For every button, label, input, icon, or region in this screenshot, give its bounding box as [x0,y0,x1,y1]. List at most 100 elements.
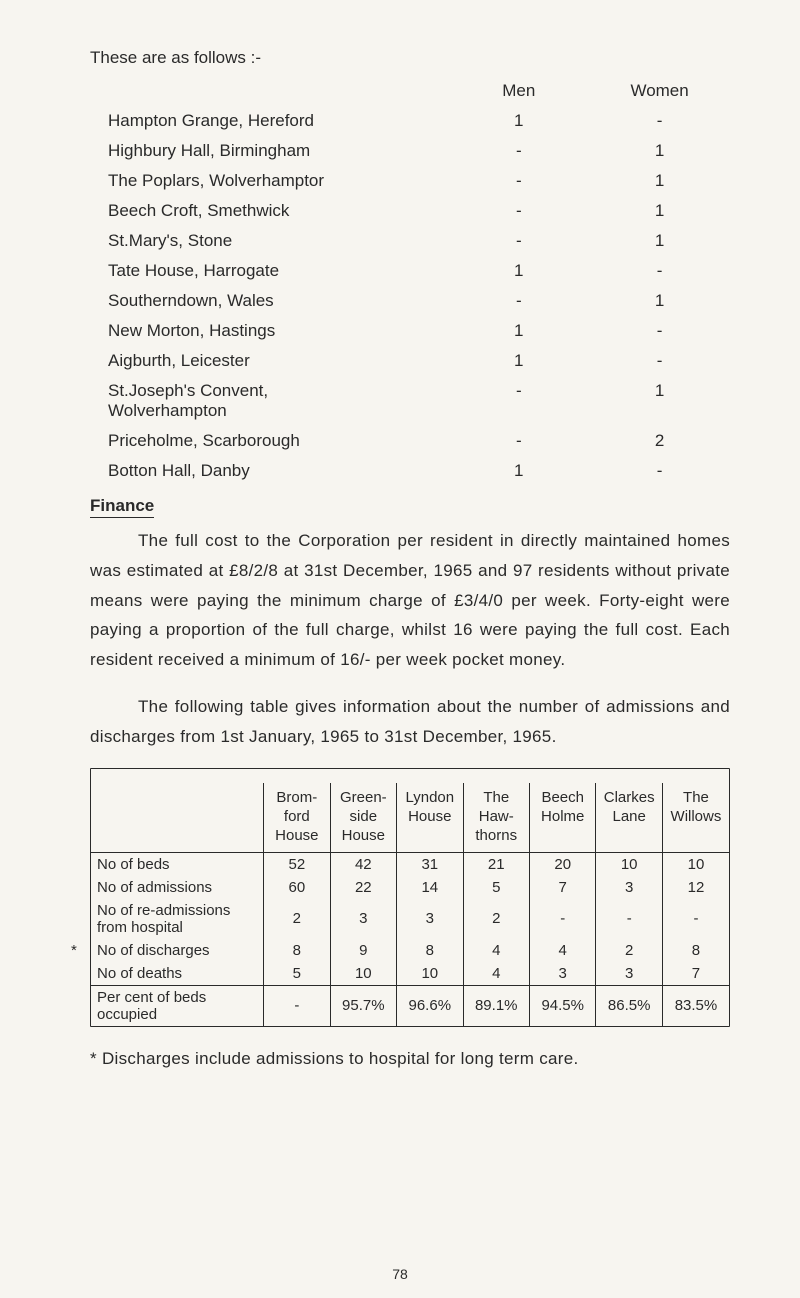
adm-row: No of discharges8984428 [91,939,729,962]
homes-row: St.Joseph's Convent, Wolverhampton-1 [90,376,730,426]
adm-cell: 8 [264,939,330,962]
homes-row: Highbury Hall, Birmingham-1 [90,136,730,166]
home-name: Beech Croft, Smethwick [90,196,448,226]
adm-cell: 10 [397,962,463,986]
homes-row: New Morton, Hastings1- [90,316,730,346]
home-men: 1 [448,106,589,136]
home-name: New Morton, Hastings [90,316,448,346]
home-name: Southerndown, Wales [90,286,448,316]
page-number: 78 [0,1266,800,1282]
adm-cell: 3 [596,962,662,986]
adm-cell: 12 [662,876,729,899]
adm-cell: 2 [264,899,330,939]
adm-col-header: Beech Holme [529,783,595,852]
adm-cell: 7 [662,962,729,986]
adm-cell: 22 [330,876,396,899]
homes-row: Aigburth, Leicester1- [90,346,730,376]
adm-cell: - [662,899,729,939]
home-women: - [589,106,730,136]
adm-col-header: Lyndon House [397,783,463,852]
adm-col-header: Clarkes Lane [596,783,662,852]
adm-cell: 89.1% [463,985,529,1026]
adm-cell: 3 [596,876,662,899]
home-name: St.Joseph's Convent, Wolverhampton [90,376,448,426]
adm-cell: 2 [463,899,529,939]
homes-row: Tate House, Harrogate1- [90,256,730,286]
homes-row: Botton Hall, Danby1- [90,456,730,486]
home-men: - [448,196,589,226]
adm-row-label: No of admissions [91,876,264,899]
home-name: Highbury Hall, Birmingham [90,136,448,166]
home-men: - [448,426,589,456]
home-women: 1 [589,166,730,196]
home-women: 1 [589,196,730,226]
admissions-table-wrap: Brom- ford HouseGreen- side HouseLyndon … [90,768,730,1026]
col-header-women: Women [589,76,730,106]
adm-cell: 3 [330,899,396,939]
adm-row-label: No of deaths [91,962,264,986]
adm-cell: 20 [529,852,595,876]
adm-cell: 86.5% [596,985,662,1026]
adm-cell: 3 [529,962,595,986]
adm-footer-row: Per cent of beds occupied-95.7%96.6%89.1… [91,985,729,1026]
homes-list-table: Men Women Hampton Grange, Hereford1-High… [90,76,730,486]
adm-col-header: The Haw- thorns [463,783,529,852]
home-name: Aigburth, Leicester [90,346,448,376]
home-men: - [448,286,589,316]
adm-row: No of beds52423121201010 [91,852,729,876]
home-men: - [448,376,589,426]
homes-row: Hampton Grange, Hereford1- [90,106,730,136]
home-women: 1 [589,136,730,166]
adm-cell: 8 [397,939,463,962]
home-men: - [448,136,589,166]
adm-cell: 7 [529,876,595,899]
adm-cell: 4 [463,962,529,986]
adm-cell: 5 [264,962,330,986]
homes-row: St.Mary's, Stone-1 [90,226,730,256]
adm-row: No of re-admissions from hospital2332--- [91,899,729,939]
adm-cell: 10 [662,852,729,876]
adm-cell: 3 [397,899,463,939]
adm-cell: 42 [330,852,396,876]
adm-row-label: No of beds [91,852,264,876]
finance-paragraph-2: The following table gives information ab… [90,692,730,752]
home-men: 1 [448,456,589,486]
admissions-table: Brom- ford HouseGreen- side HouseLyndon … [91,783,729,1025]
adm-cell: 14 [397,876,463,899]
adm-cell: 10 [596,852,662,876]
finance-paragraph-1: The full cost to the Corporation per res… [90,526,730,675]
adm-row: No of admissions60221457312 [91,876,729,899]
home-name: St.Mary's, Stone [90,226,448,256]
adm-cell: 52 [264,852,330,876]
adm-cell: 21 [463,852,529,876]
adm-cell: 4 [529,939,595,962]
adm-row-label: No of discharges [91,939,264,962]
homes-row: Priceholme, Scarborough-2 [90,426,730,456]
home-women: - [589,316,730,346]
home-women: - [589,346,730,376]
home-name: Priceholme, Scarborough [90,426,448,456]
adm-col-header [91,783,264,852]
home-men: 1 [448,256,589,286]
adm-row-label: No of re-admissions from hospital [91,899,264,939]
home-name: Botton Hall, Danby [90,456,448,486]
adm-cell: 8 [662,939,729,962]
adm-cell: 60 [264,876,330,899]
adm-cell: 83.5% [662,985,729,1026]
homes-row: Beech Croft, Smethwick-1 [90,196,730,226]
home-name: Tate House, Harrogate [90,256,448,286]
home-women: 2 [589,426,730,456]
home-men: 1 [448,346,589,376]
home-name: Hampton Grange, Hereford [90,106,448,136]
footnote: * Discharges include admissions to hospi… [90,1049,730,1069]
home-women: 1 [589,226,730,256]
home-men: - [448,226,589,256]
adm-cell: - [529,899,595,939]
adm-cell: - [596,899,662,939]
home-men: 1 [448,316,589,346]
adm-cell: 5 [463,876,529,899]
adm-cell: 31 [397,852,463,876]
home-women: - [589,456,730,486]
homes-row: The Poplars, Wolverhamptor-1 [90,166,730,196]
home-men: - [448,166,589,196]
